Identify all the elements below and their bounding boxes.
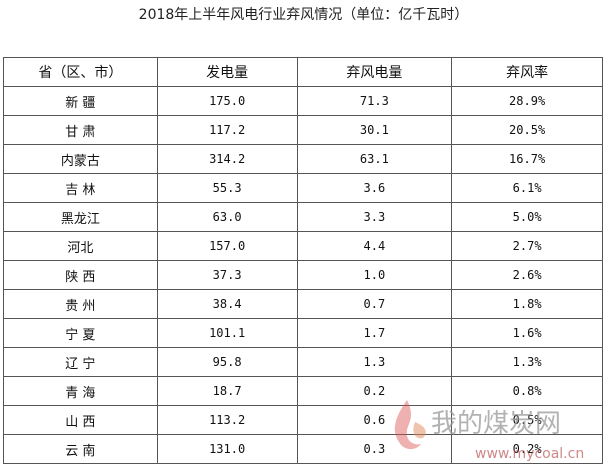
table-body: 新 疆 175.0 71.3 28.9% 甘 肃 117.2 30.1 20.5% 内蒙古 314… <box>3 86 603 464</box>
table-row: 吉 林 55.3 3.6 6.1% <box>3 173 603 203</box>
value-cell: 3.6 <box>296 173 453 203</box>
title: 2018年上半年风电行业弃风情况（单位：亿千瓦时） <box>138 7 469 23</box>
watermark: 我的煤炭网 www.mycoal.cn <box>394 400 584 462</box>
value-cell: 18.7 <box>156 376 298 406</box>
value-cell: 71.3 <box>296 86 453 116</box>
table-row: 甘 肃 117.2 30.1 20.5% <box>3 115 603 145</box>
value-cell: 157.0 <box>156 231 298 261</box>
region-cell: 陕 西 <box>3 260 158 290</box>
region-cell: 辽 宁 <box>3 347 158 377</box>
value-cell: 30.1 <box>296 115 453 145</box>
region-cell: 山 西 <box>3 405 158 435</box>
table-row: 内蒙古 314.2 63.1 16.7% <box>3 144 603 174</box>
table-row: 河北 157.0 4.4 2.7% <box>3 231 603 261</box>
value-cell: 38.4 <box>156 289 298 319</box>
table-row: 山 西 113.2 0.6 0.5% <box>3 405 603 435</box>
value-cell: 1.0 <box>296 260 453 290</box>
value-cell: 1.3 <box>296 347 453 377</box>
value-cell: 55.3 <box>156 173 298 203</box>
watermark-url: www.mycoal.cn <box>475 446 584 462</box>
value-cell: 1.7 <box>296 318 453 348</box>
table-row: 陕 西 37.3 1.0 2.6% <box>3 260 603 290</box>
value-cell: 4.4 <box>296 231 453 261</box>
value-cell: 314.2 <box>156 144 298 174</box>
watermark-name: 我的煤炭网 <box>431 409 561 439</box>
region-cell: 内蒙古 <box>3 144 158 174</box>
value-cell: 5.0% <box>451 202 603 232</box>
value-cell: 63.0 <box>156 202 298 232</box>
region-cell: 云 南 <box>3 434 158 464</box>
value-cell: 2.7% <box>451 231 603 261</box>
value-cell: 3.3 <box>296 202 453 232</box>
value-cell: 1.3% <box>451 347 603 377</box>
value-cell: 113.2 <box>156 405 298 435</box>
value-cell: 0.3 <box>296 434 453 464</box>
header-cell: 省（区、市） <box>3 57 158 87</box>
value-cell: 6.1% <box>451 173 603 203</box>
region-cell: 黑龙江 <box>3 202 158 232</box>
value-cell: 1.6% <box>451 318 603 348</box>
table-row: 贵 州 38.4 0.7 1.8% <box>3 289 603 319</box>
region-cell: 宁 夏 <box>3 318 158 348</box>
value-cell: 16.7% <box>451 144 603 174</box>
value-cell: 2.6% <box>451 260 603 290</box>
watermark-logo <box>413 422 426 439</box>
value-cell: 95.8 <box>156 347 298 377</box>
value-cell: 0.7 <box>296 289 453 319</box>
header-cell: 弃风率 <box>451 57 603 87</box>
table-row: 黑龙江 63.0 3.3 5.0% <box>3 202 603 232</box>
region-cell: 河北 <box>3 231 158 261</box>
value-cell: 117.2 <box>156 115 298 145</box>
table-row: 云 南 131.0 0.3 0.2% <box>3 434 603 464</box>
value-cell: 0.6 <box>296 405 453 435</box>
region-cell: 新 疆 <box>3 86 158 116</box>
value-cell: 0.2% <box>451 434 603 464</box>
table-row: 辽 宁 95.8 1.3 1.3% <box>3 347 603 377</box>
region-cell: 甘 肃 <box>3 115 158 145</box>
table-row: 新 疆 175.0 71.3 28.9% <box>3 86 603 116</box>
header-row: 省（区、市） 发电量 弃风电量 弃风率 <box>3 57 603 87</box>
header-cell: 发电量 <box>156 57 298 87</box>
value-cell: 131.0 <box>156 434 298 464</box>
region-cell: 青 海 <box>3 376 158 406</box>
table-row: 青 海 18.7 0.2 0.8% <box>3 376 603 406</box>
table: 省（区、市） 发电量 弃风电量 弃风率 新 疆 175.0 71.3 28.9% 甘 肃 117… <box>3 57 603 464</box>
value-cell: 63.1 <box>296 144 453 174</box>
watermark-logo <box>394 400 421 450</box>
value-cell: 28.9% <box>451 86 603 116</box>
value-cell: 20.5% <box>451 115 603 145</box>
table-row: 宁 夏 101.1 1.7 1.6% <box>3 318 603 348</box>
value-cell: 37.3 <box>156 260 298 290</box>
value-cell: 101.1 <box>156 318 298 348</box>
value-cell: 175.0 <box>156 86 298 116</box>
region-cell: 吉 林 <box>3 173 158 203</box>
value-cell: 0.8% <box>451 376 603 406</box>
region-cell: 贵 州 <box>3 289 158 319</box>
header-cell: 弃风电量 <box>296 57 453 87</box>
value-cell: 1.8% <box>451 289 603 319</box>
